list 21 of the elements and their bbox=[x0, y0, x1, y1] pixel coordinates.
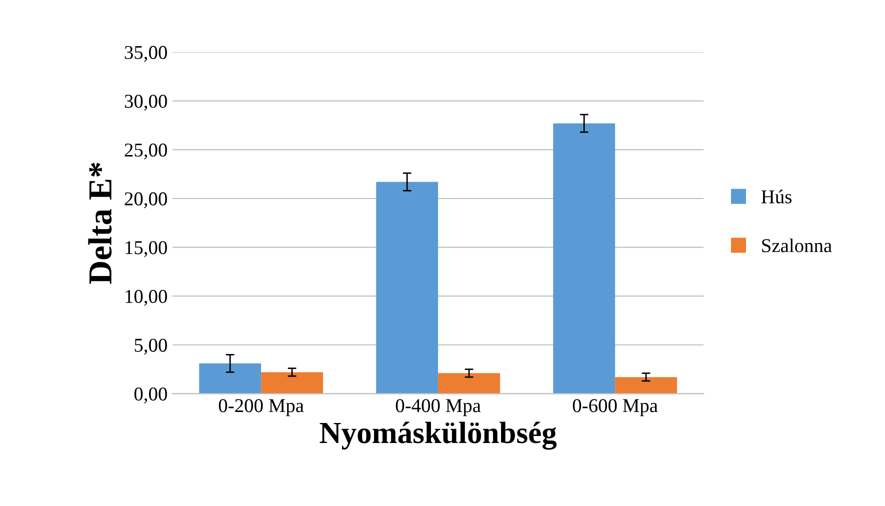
y-tick-label: 20,00 bbox=[124, 192, 167, 208]
y-tick-label: 0,00 bbox=[134, 387, 167, 404]
bar bbox=[438, 373, 500, 394]
bar bbox=[553, 123, 616, 394]
x-axis-title: Nyomáskülönbség bbox=[320, 422, 557, 450]
bar bbox=[615, 377, 678, 394]
y-tick-label: 5,00 bbox=[134, 338, 167, 355]
bar bbox=[261, 372, 324, 394]
legend-label: Szalonna bbox=[762, 238, 832, 252]
y-tick-label: 25,00 bbox=[124, 144, 167, 160]
y-axis-title: Delta E* bbox=[88, 162, 112, 284]
legend-label: Hús bbox=[761, 190, 792, 204]
bar bbox=[199, 363, 262, 394]
y-tick-label: 10,00 bbox=[126, 290, 167, 306]
x-tick-label: 0-200 Mpa bbox=[218, 399, 304, 416]
bar bbox=[376, 182, 438, 394]
y-tick-label: 30,00 bbox=[124, 94, 167, 111]
y-tick-label: 35,00 bbox=[124, 46, 167, 62]
x-tick-label: 0-400 Mpa bbox=[396, 399, 481, 416]
x-tick-label: 0-600 Mpa bbox=[572, 399, 658, 416]
y-tick-label: 15,00 bbox=[126, 241, 167, 258]
